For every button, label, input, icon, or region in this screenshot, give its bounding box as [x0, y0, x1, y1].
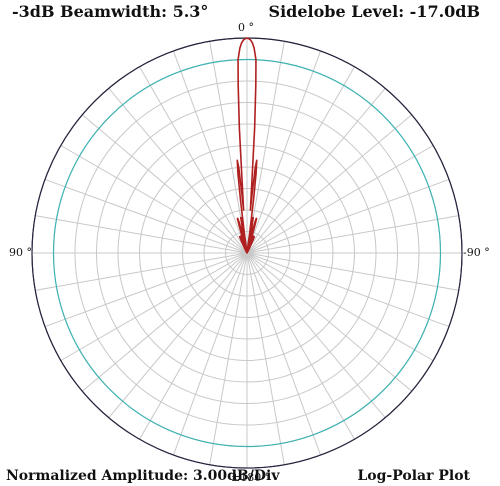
- grid-spoke: [35, 252, 248, 291]
- ring-minus-3db: [52, 58, 442, 448]
- grid-spoke: [108, 87, 248, 254]
- sidelobe-level-label: Sidelobe Level: -17.0dB: [268, 2, 480, 21]
- polar-grid: [31, 37, 463, 469]
- amplitude-scale-label: Normalized Amplitude: 3.00dB/Div: [6, 468, 280, 484]
- grid-spoke: [139, 252, 248, 440]
- grid-spoke: [108, 252, 248, 419]
- grid-spoke: [246, 215, 459, 254]
- beamwidth-label: -3dB Beamwidth: 5.3°: [12, 2, 209, 21]
- grid-spoke: [246, 252, 322, 456]
- angle-label-90: 90 °: [9, 246, 32, 259]
- grid-spoke: [246, 252, 386, 419]
- grid-spoke: [209, 252, 248, 465]
- grid-spoke: [60, 252, 248, 361]
- grid-spoke: [81, 114, 248, 254]
- grid-spoke: [44, 252, 248, 328]
- angle-label-minus-90: -90 °: [463, 246, 490, 259]
- grid-spoke: [60, 145, 248, 254]
- pattern-series-0: [236, 37, 258, 254]
- grid-spoke: [44, 178, 248, 254]
- grid-spoke: [246, 252, 450, 328]
- grid-spoke: [35, 215, 248, 254]
- grid-spoke: [246, 87, 386, 254]
- grid-spoke: [246, 252, 434, 361]
- grid-spoke: [246, 145, 434, 254]
- angle-label-0: 0 °: [238, 21, 254, 34]
- grid-spoke: [246, 66, 355, 254]
- plot-type-label: Log-Polar Plot: [357, 468, 470, 484]
- grid-spoke: [246, 178, 450, 254]
- grid-spoke: [246, 50, 322, 254]
- grid-spoke: [81, 252, 248, 392]
- grid-spoke: [246, 252, 355, 440]
- angle-label-180: ±180 °: [231, 471, 271, 484]
- grid-spoke: [246, 252, 285, 465]
- grid-spoke: [246, 252, 413, 392]
- grid-spoke: [246, 114, 413, 254]
- grid-spoke: [139, 66, 248, 254]
- pattern-layer: [236, 37, 258, 254]
- grid-spoke: [172, 50, 248, 254]
- grid-spoke: [246, 252, 459, 291]
- grid-spoke: [172, 252, 248, 456]
